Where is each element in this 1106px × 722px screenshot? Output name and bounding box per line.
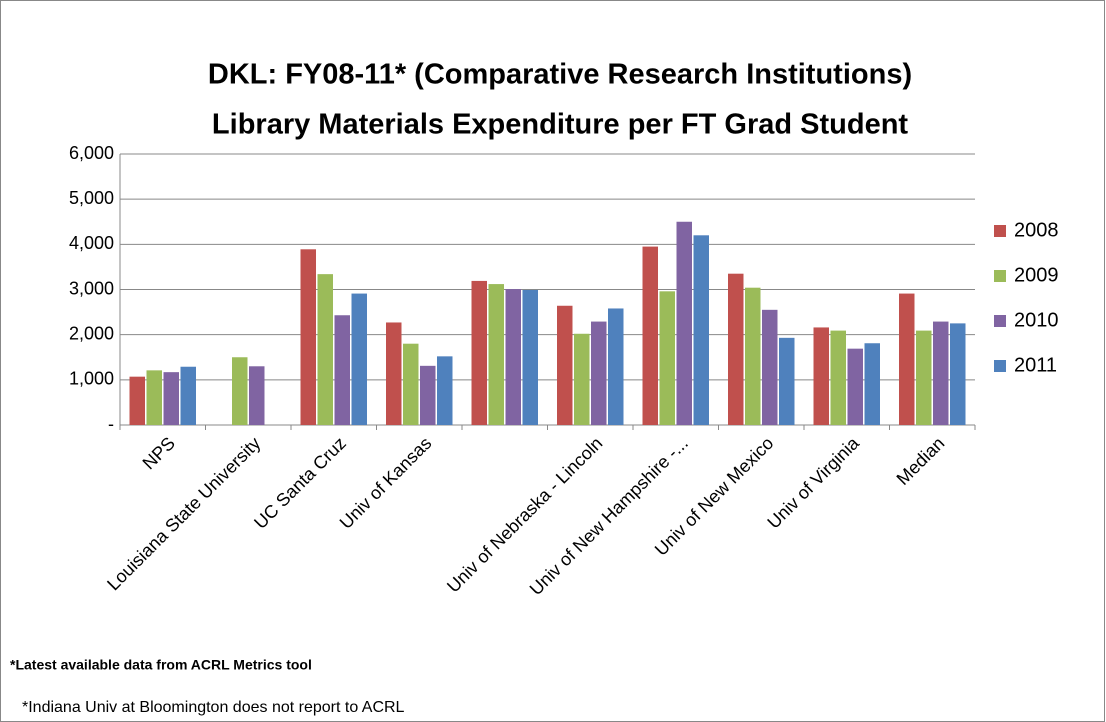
bar <box>386 322 402 425</box>
chart-subtitle: Library Materials Expenditure per FT Gra… <box>212 109 908 141</box>
bar <box>762 309 778 425</box>
footnote: *Latest available data from ACRL Metrics… <box>10 657 312 673</box>
bar <box>642 246 658 425</box>
bar <box>659 291 675 425</box>
legend-label: 2009 <box>1014 264 1059 286</box>
bar <box>728 273 744 425</box>
bar <box>608 308 624 425</box>
bar <box>300 249 316 425</box>
y-tick-label: 4,000 <box>69 233 114 253</box>
y-tick-label: 3,000 <box>69 278 114 298</box>
bar <box>505 289 521 425</box>
bar <box>899 293 915 425</box>
bar <box>693 235 709 425</box>
bar <box>129 376 145 425</box>
bar <box>249 366 265 425</box>
y-tick-label: 5,000 <box>69 188 114 208</box>
y-tick-label: - <box>108 414 114 434</box>
bar <box>813 327 829 425</box>
bar <box>163 372 179 425</box>
bar <box>317 274 333 425</box>
footnote: *Indiana Univ at Bloomington does not re… <box>22 699 405 716</box>
bar <box>334 315 350 425</box>
bar <box>933 321 949 425</box>
bar <box>676 221 692 425</box>
bar <box>232 357 248 425</box>
bar <box>522 289 538 425</box>
bar <box>574 333 590 425</box>
y-tick-label: 1,000 <box>69 369 114 389</box>
bar <box>351 293 367 425</box>
legend-swatch <box>994 270 1006 282</box>
chart-title: DKL: FY08-11* (Comparative Research Inst… <box>208 59 912 91</box>
bar <box>557 305 573 425</box>
legend-swatch <box>994 360 1006 372</box>
bar <box>488 284 504 425</box>
bar <box>420 365 436 425</box>
legend-label: 2010 <box>1014 309 1059 331</box>
bar <box>471 280 487 425</box>
bar <box>403 343 419 425</box>
bar <box>146 370 162 425</box>
legend-label: 2008 <box>1014 219 1059 241</box>
bar <box>847 348 863 425</box>
bar <box>830 330 846 425</box>
bar <box>591 321 607 425</box>
bar <box>916 330 932 425</box>
legend-swatch <box>994 315 1006 327</box>
bar <box>950 323 966 425</box>
bar <box>180 366 196 425</box>
bar <box>745 287 761 425</box>
legend-label: 2011 <box>1014 354 1057 376</box>
bar <box>864 343 880 425</box>
bar <box>779 337 795 425</box>
y-tick-label: 2,000 <box>69 323 114 343</box>
y-tick-label: 6,000 <box>69 143 114 163</box>
bar <box>437 356 453 425</box>
legend-swatch <box>994 225 1006 237</box>
